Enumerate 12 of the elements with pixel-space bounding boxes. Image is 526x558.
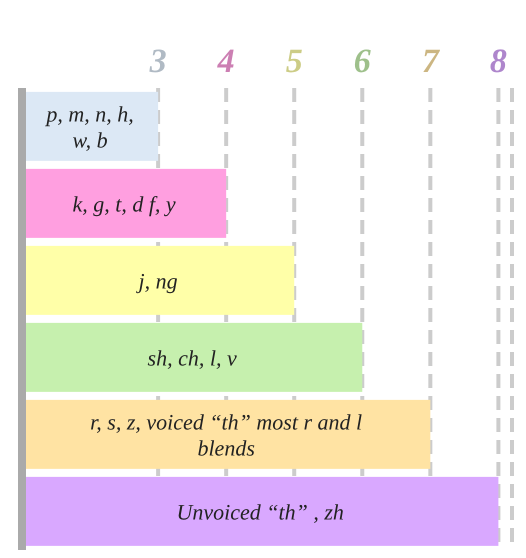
y-tick-label: k, g, t, d f, y [72,190,176,216]
x-tick-label: 5 [286,43,303,80]
y-tick-label: r, s, z, voiced “th” most r and l blends [90,408,362,460]
y-tick-label: p, m, n, h, w, b [44,100,134,152]
x-tick-label: 6 [354,43,371,80]
y-tick-label: sh, ch, l, v [148,344,237,370]
x-tick-label: 3 [148,43,167,80]
x-tick-label: 7 [422,43,441,80]
x-tick-label: 8 [490,43,507,80]
y-tick-label: j, ng [136,268,178,293]
x-tick-label: 4 [216,43,235,80]
y-tick-label: Unvoiced “th” , zh [176,498,344,524]
